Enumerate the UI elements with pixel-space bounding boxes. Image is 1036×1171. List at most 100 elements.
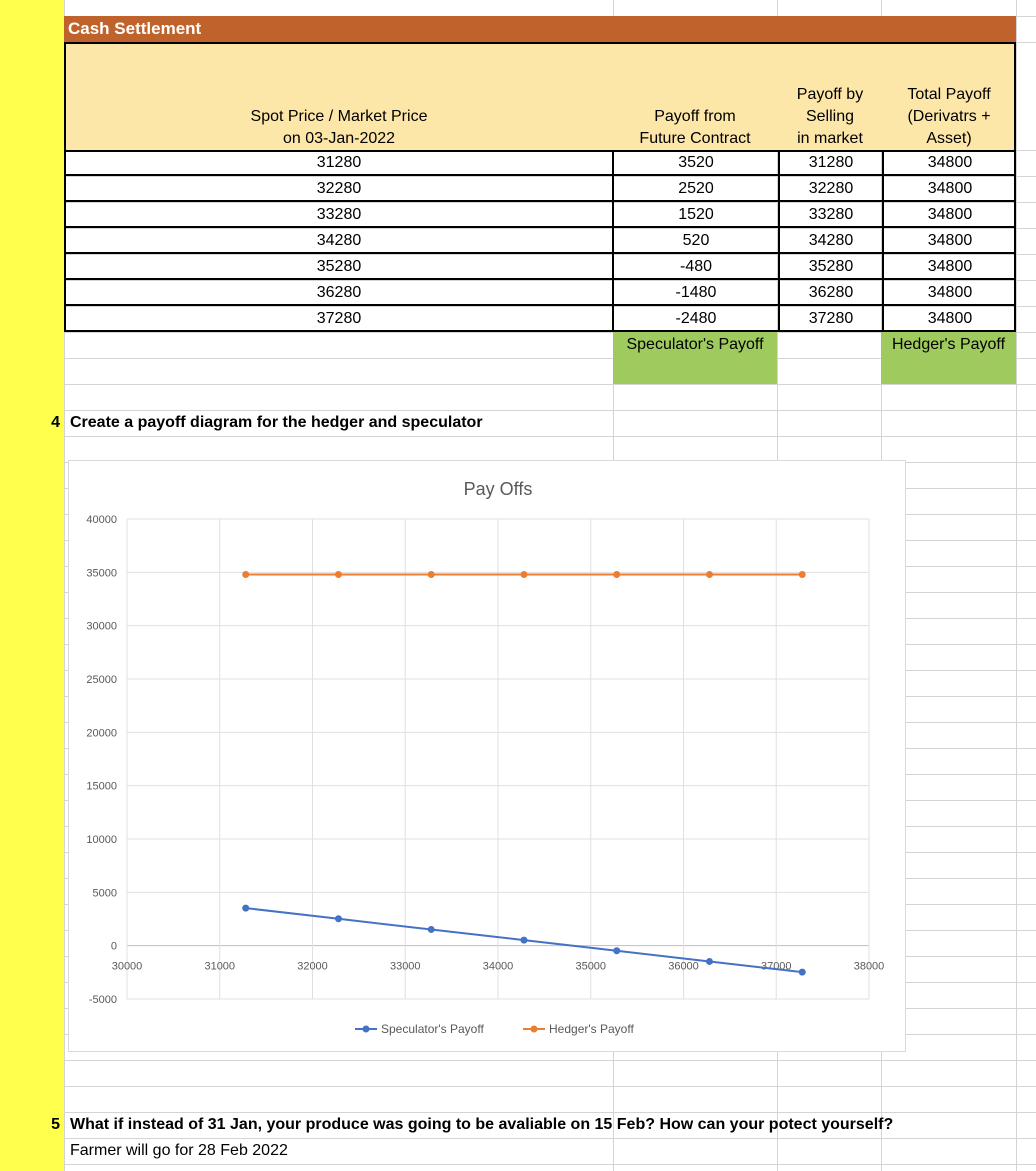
cell-selling[interactable]: 32280	[778, 176, 882, 202]
cell-future[interactable]: -2480	[612, 306, 778, 332]
grid-row-line	[64, 176, 1036, 177]
series-point-0	[705, 957, 713, 965]
header-future: Payoff from Future Contract	[639, 108, 751, 147]
y-tick-label: 10000	[86, 834, 117, 846]
question-4-text: Create a payoff diagram for the hedger a…	[70, 414, 483, 431]
grid-row-line	[64, 1164, 1036, 1165]
question-number-4: 4	[51, 414, 60, 431]
y-tick-label: 5000	[93, 887, 117, 899]
grid-row-line	[64, 306, 1036, 307]
series-point-1	[427, 570, 435, 578]
table-row: 36280 -1480 36280 34800	[64, 280, 1016, 306]
cell-future[interactable]: 1520	[612, 202, 778, 228]
chart-title: Pay Offs	[464, 479, 533, 499]
cell-spot[interactable]: 34280	[316, 232, 362, 249]
cell-future[interactable]: -480	[612, 254, 778, 280]
cell-total[interactable]: 34800	[882, 254, 1016, 280]
cell-total[interactable]: 34800	[882, 280, 1016, 306]
series-point-1	[520, 570, 528, 578]
cell-spot[interactable]: 33280	[316, 206, 362, 223]
question-5-answer[interactable]: Farmer will go for 28 Feb 2022	[70, 1142, 288, 1159]
y-tick-label: 40000	[86, 514, 117, 526]
series-point-0	[427, 925, 435, 933]
cell-future[interactable]: 3520	[612, 150, 778, 176]
question-number-5: 5	[51, 1116, 60, 1133]
grid-col-line	[1016, 0, 1017, 1171]
table-row: 31280 3520 31280 34800	[64, 150, 1016, 176]
cell-future[interactable]: 520	[612, 228, 778, 254]
y-tick-label: 25000	[86, 674, 117, 686]
grid-row-line	[64, 254, 1036, 255]
cell-selling[interactable]: 33280	[778, 202, 882, 228]
grid-row-line	[64, 280, 1036, 281]
series-point-1	[242, 570, 250, 578]
y-tick-label: 20000	[86, 727, 117, 739]
cell-future[interactable]: -1480	[612, 280, 778, 306]
grid-row-line	[64, 1060, 1036, 1061]
table-row: 32280 2520 32280 34800	[64, 176, 1016, 202]
header-spot: Spot Price / Market Price on 03-Jan-2022	[250, 108, 428, 147]
x-tick-label: 32000	[297, 961, 328, 973]
grid-row-line	[64, 332, 1036, 333]
chart-svg: Pay Offs 40000 35000 30000 25000 20000 15000 10…	[86, 479, 885, 1036]
series-point-1	[613, 570, 621, 578]
cell-spot[interactable]: 36280	[316, 284, 362, 301]
series-point-1	[334, 570, 342, 578]
cell-total[interactable]: 34800	[882, 150, 1016, 176]
grid-row-line	[64, 228, 1036, 229]
speculator-label-cell: Speculator's Payoff	[613, 332, 777, 384]
cell-spot[interactable]: 31280	[316, 154, 362, 171]
y-tick-label: 15000	[86, 781, 117, 793]
grid-row-line	[64, 1086, 1036, 1087]
question-5-text: What if instead of 31 Jan, your produce …	[70, 1116, 894, 1133]
payoff-chart[interactable]: Pay Offs 40000 35000 30000 25000 20000 15000 10…	[68, 460, 906, 1052]
row-header-strip	[0, 0, 64, 1171]
cell-spot[interactable]: 37280	[316, 310, 362, 327]
cell-total[interactable]: 34800	[882, 306, 1016, 332]
cell-selling[interactable]: 36280	[778, 280, 882, 306]
cell-selling[interactable]: 37280	[778, 306, 882, 332]
x-tick-label: 38000	[854, 961, 885, 973]
y-tick-label: -5000	[89, 994, 117, 1006]
series-point-1	[798, 570, 806, 578]
table-row: 33280 1520 33280 34800	[64, 202, 1016, 228]
cell-total[interactable]: 34800	[882, 202, 1016, 228]
header-total: Total Payoff (Derivatrs + Asset)	[907, 86, 991, 147]
cell-total[interactable]: 34800	[882, 228, 1016, 254]
grid-col-line	[64, 0, 65, 1171]
y-tick-label: 30000	[86, 621, 117, 633]
grid-row-line	[64, 1138, 1036, 1139]
cell-total[interactable]: 34800	[882, 176, 1016, 202]
series-point-0	[613, 947, 621, 955]
series-point-0	[334, 915, 342, 923]
series-point-1	[705, 570, 713, 578]
cell-spot[interactable]: 35280	[316, 258, 362, 275]
legend-marker-1	[530, 1025, 538, 1033]
x-tick-label: 30000	[112, 961, 143, 973]
table-row: 34280 520 34280 34800	[64, 228, 1016, 254]
header-selling: Payoff by Selling in market	[796, 86, 864, 147]
y-tick-label: 35000	[86, 567, 117, 579]
grid-row-line	[64, 384, 1036, 385]
x-tick-label: 34000	[483, 961, 514, 973]
cell-future[interactable]: 2520	[612, 176, 778, 202]
section-title: Cash Settlement	[64, 16, 1016, 42]
x-tick-label: 36000	[668, 961, 699, 973]
series-point-0	[242, 904, 250, 912]
series-point-0	[798, 968, 806, 976]
legend-marker-0	[362, 1025, 370, 1033]
y-tick-label: 0	[111, 941, 117, 953]
cell-selling[interactable]: 35280	[778, 254, 882, 280]
grid-row-line	[64, 1112, 1036, 1113]
grid-row-line	[64, 436, 1036, 437]
cell-selling[interactable]: 31280	[778, 150, 882, 176]
series-point-0	[520, 936, 528, 944]
legend-label-0: Speculator's Payoff	[381, 1022, 484, 1036]
grid-row-line	[64, 410, 1036, 411]
grid-row-line	[64, 358, 1036, 359]
cell-spot[interactable]: 32280	[316, 180, 362, 197]
table-row: 37280 -2480 37280 34800	[64, 306, 1016, 332]
cell-selling[interactable]: 34280	[778, 228, 882, 254]
table-header: Spot Price / Market Price on 03-Jan-2022…	[64, 42, 1016, 152]
x-tick-label: 31000	[204, 961, 235, 973]
